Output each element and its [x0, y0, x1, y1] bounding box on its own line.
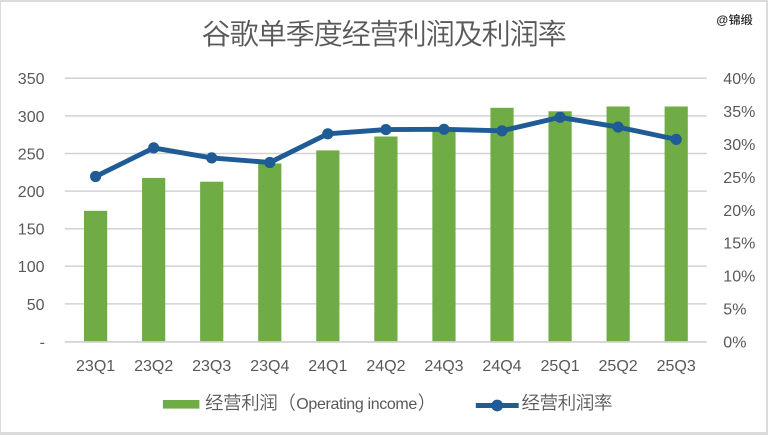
svg-text:24Q4: 24Q4 — [482, 358, 521, 375]
svg-text:350: 350 — [18, 71, 45, 88]
svg-text:100: 100 — [18, 259, 45, 276]
svg-text:5%: 5% — [723, 302, 746, 319]
svg-text:25Q2: 25Q2 — [599, 358, 638, 375]
svg-text:200: 200 — [18, 184, 45, 201]
svg-text:150: 150 — [18, 222, 45, 239]
svg-text:10%: 10% — [723, 269, 755, 286]
svg-text:30%: 30% — [723, 137, 755, 154]
svg-text:24Q3: 24Q3 — [424, 358, 463, 375]
svg-text:24Q1: 24Q1 — [308, 358, 347, 375]
svg-text:50: 50 — [27, 297, 45, 314]
svg-text:15%: 15% — [723, 236, 755, 253]
svg-text:25Q1: 25Q1 — [541, 358, 580, 375]
svg-text:25%: 25% — [723, 170, 755, 187]
svg-text:23Q4: 23Q4 — [250, 358, 289, 375]
svg-text:25Q3: 25Q3 — [657, 358, 696, 375]
svg-text:@: @ — [716, 13, 728, 27]
svg-text:23Q1: 23Q1 — [76, 358, 115, 375]
svg-text:23Q2: 23Q2 — [134, 358, 173, 375]
svg-text:Operating income: Operating income — [296, 396, 417, 413]
svg-text:-: - — [40, 334, 45, 351]
svg-text:20%: 20% — [723, 203, 755, 220]
svg-text:40%: 40% — [723, 71, 755, 88]
svg-text:23Q3: 23Q3 — [192, 358, 231, 375]
svg-text:250: 250 — [18, 146, 45, 163]
svg-text:35%: 35% — [723, 104, 755, 121]
svg-text:0%: 0% — [723, 334, 746, 351]
svg-text:300: 300 — [18, 109, 45, 126]
svg-text:24Q2: 24Q2 — [366, 358, 405, 375]
